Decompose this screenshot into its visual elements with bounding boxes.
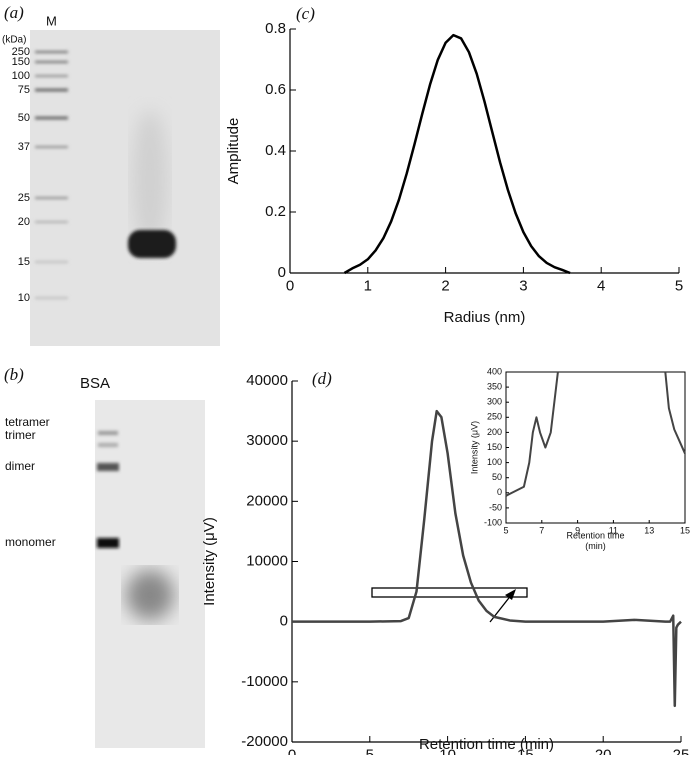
y-tick-label: 10000	[246, 552, 288, 569]
x-tick-label: 13	[644, 525, 654, 535]
gel-b	[95, 400, 205, 748]
y-tick-label: 50	[492, 472, 502, 482]
data-line	[343, 33, 571, 275]
y-axis-label: Intensity (μV)	[469, 421, 479, 474]
unit-label: (kDa)	[2, 35, 26, 46]
chart: 0 1 2 3 4 5 0 0.2 0.4 0.6 0.8 (c) Radius (nm) Amplitu…	[225, 4, 683, 326]
y-tick-label: 0.6	[265, 81, 286, 98]
lane-label: M	[46, 13, 57, 28]
x-tick-label: 5	[675, 277, 683, 294]
y-tick-label: 0.2	[265, 203, 286, 220]
chart: 0 5 10 15 20 25-20000-10000010000200003000040…	[201, 369, 690, 760]
y-tick-label: 30000	[246, 432, 288, 449]
y-tick-label: 200	[487, 427, 502, 437]
bsa-bands	[97, 431, 119, 548]
x-tick-label: 5	[503, 525, 508, 535]
y-tick-label: 0	[278, 264, 286, 281]
band-label: trimer	[5, 428, 36, 442]
marker-label: 20	[18, 216, 30, 228]
chart: 5 7 9 11 13 15 -100 -50 0 50 100 150 200 250 300 350 400…	[469, 366, 690, 551]
x-axis-label: Retention time	[566, 530, 624, 540]
x-tick-label: 15	[680, 525, 690, 535]
y-tick-label: -100	[484, 517, 502, 527]
y-tick-label: -10000	[241, 673, 288, 690]
x-axis-unit: (min)	[585, 541, 606, 551]
y-tick-label: -20000	[241, 733, 288, 750]
x-tick-label: 5	[366, 746, 374, 755]
arrow-head	[505, 589, 516, 600]
panel-label: (c)	[296, 4, 315, 23]
panel-label: (d)	[312, 369, 332, 388]
y-tick-label: 400	[487, 366, 502, 376]
lane-label: BSA	[80, 375, 110, 392]
marker-label: 15	[18, 256, 30, 268]
band-label: monomer	[5, 535, 56, 549]
panel-label: (b)	[4, 365, 24, 384]
marker-label: 150	[12, 56, 30, 68]
y-tick-label: 0	[497, 487, 502, 497]
marker-label: 37	[18, 141, 30, 153]
gel-background	[30, 30, 220, 346]
marker-label: 250	[12, 46, 30, 58]
data-line	[292, 409, 682, 708]
y-tick-label: 0.4	[265, 142, 286, 159]
protein-band	[128, 230, 176, 258]
marker-label: 75	[18, 84, 30, 96]
y-tick-label: 40000	[246, 372, 288, 389]
y-tick-label: 20000	[246, 492, 288, 509]
data-line	[505, 371, 686, 497]
marker-label: 100	[12, 70, 30, 82]
marker-label: 25	[18, 192, 30, 204]
plot-frame	[505, 371, 686, 524]
smear	[132, 110, 168, 250]
band-label: dimer	[5, 459, 35, 473]
y-axis-label: Amplitude	[225, 118, 242, 185]
marker-label: 50	[18, 112, 30, 124]
sample-smear	[126, 570, 174, 620]
ladder	[35, 51, 68, 299]
y-tick-label: 250	[487, 412, 502, 422]
band-label: tetramer	[5, 415, 50, 429]
zoom-annotation	[371, 587, 528, 623]
y-tick-label: -50	[489, 502, 502, 512]
y-axis-label: Intensity (μV)	[201, 517, 218, 606]
y-tick-label: 150	[487, 442, 502, 452]
y-tick-label: 0	[280, 613, 288, 630]
x-tick-label: 2	[441, 277, 449, 294]
panel-label: (a)	[4, 3, 24, 22]
x-tick-label: 1	[364, 277, 372, 294]
x-tick-label: 4	[597, 277, 605, 294]
y-tick-label: 0.8	[265, 20, 286, 37]
x-tick-label: 9	[575, 525, 580, 535]
y-tick-label: 100	[487, 457, 502, 467]
zoom-box	[371, 587, 528, 598]
x-tick-label: 3	[519, 277, 527, 294]
x-tick-label: 7	[539, 525, 544, 535]
x-tick-label: 20	[595, 746, 612, 755]
y-tick-label: 350	[487, 381, 502, 391]
x-axis-label: Retention time (min)	[419, 736, 554, 753]
x-tick-label: 0	[286, 277, 294, 294]
gel-a	[30, 30, 220, 346]
x-tick-label: 11	[609, 525, 618, 535]
x-tick-label: 25	[673, 746, 690, 755]
x-axis-label: Radius (nm)	[444, 309, 526, 326]
x-tick-label: 0	[288, 746, 296, 755]
y-tick-label: 300	[487, 397, 502, 407]
marker-label: 10	[18, 292, 30, 304]
